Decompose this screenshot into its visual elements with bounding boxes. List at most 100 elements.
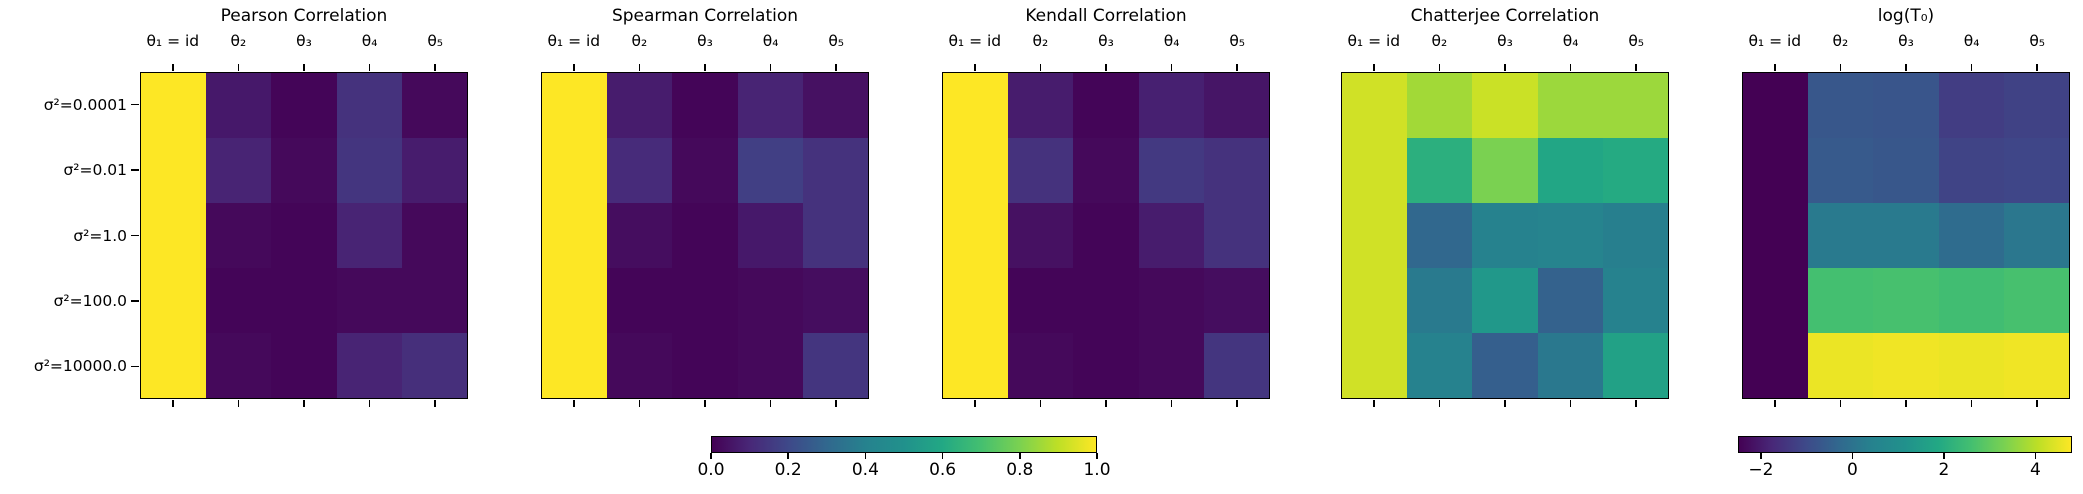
heatmap-cell-r2-c1 <box>206 203 272 268</box>
heatmap-cell-r1-c3 <box>1537 138 1603 203</box>
heatmap-cell-r0-c4 <box>1602 73 1668 138</box>
heatmap-cell-r3-c3 <box>1537 268 1603 333</box>
heatmap-cell-r1-c3 <box>737 138 803 203</box>
heatmap-cell-r3-c1 <box>1808 268 1874 333</box>
heatmap-cell-r0-c3 <box>1138 73 1204 138</box>
heatmap-cell-r1-c1 <box>206 138 272 203</box>
column-label-theta2: θ₂ <box>631 32 648 50</box>
row-label-sigma2-0: σ²=0.0001 <box>43 95 127 114</box>
axis-tick-bottom <box>835 400 837 407</box>
heatmap-cell-r2-c4 <box>802 203 868 268</box>
axis-tick-top <box>1236 64 1238 71</box>
axis-tick-bottom <box>303 400 305 407</box>
colorbar-correlation-tick-label: 0.4 <box>851 460 879 480</box>
heatmap-pearson-correlation <box>140 72 468 399</box>
colorbar-correlation-tick <box>941 453 944 459</box>
axis-tick-bottom <box>638 400 641 407</box>
heatmap-cell-r4-c2 <box>1472 333 1538 398</box>
heatmap-cell-r4-c2 <box>1873 333 1939 398</box>
colorbar-correlation-tick <box>1019 453 1021 459</box>
heatmap-cell-r1-c3 <box>1138 138 1204 203</box>
axis-tick-bottom <box>1236 400 1238 407</box>
heatmap-cell-r1-c4 <box>1602 138 1668 203</box>
colorbar-correlation <box>711 436 1097 453</box>
heatmap-cell-r4-c3 <box>1537 333 1603 398</box>
heatmap-cell-r3-c4 <box>1203 268 1269 333</box>
column-label-theta3: θ₃ <box>697 32 713 50</box>
colorbar-correlation-tick <box>710 453 712 459</box>
heatmap-cell-r3-c0 <box>141 268 207 333</box>
heatmap-cell-r2-c3 <box>737 203 803 268</box>
heatmap-cell-r0-c3 <box>336 73 402 138</box>
heatmap-cell-r2-c0 <box>943 203 1009 268</box>
column-label-theta1: θ₁ = id <box>948 32 1002 50</box>
column-label-theta2: θ₂ <box>1032 32 1049 50</box>
axis-tick-bottom <box>1170 400 1173 407</box>
heatmap-cell-r0-c4 <box>1203 73 1269 138</box>
heatmap-cell-r1-c2 <box>1472 138 1538 203</box>
column-label-theta2: θ₂ <box>230 32 247 50</box>
heatmap-cell-r0-c1 <box>1808 73 1874 138</box>
heatmap-cell-r3-c1 <box>1407 268 1473 333</box>
column-label-theta2: θ₂ <box>1832 32 1849 50</box>
heatmap-cell-r1-c1 <box>1008 138 1074 203</box>
column-label-theta2: θ₂ <box>1431 32 1448 50</box>
heatmap-cell-r3-c2 <box>1472 268 1538 333</box>
column-label-theta3: θ₃ <box>1098 32 1114 50</box>
heatmap-cell-r3-c2 <box>271 268 337 333</box>
colorbar-log-t0-tick <box>1943 453 1945 459</box>
heatmap-cell-r0-c0 <box>542 73 608 138</box>
heatmap-cell-r4-c4 <box>1203 333 1269 398</box>
column-label-theta5: θ₅ <box>828 32 845 50</box>
column-label-theta3: θ₃ <box>1898 32 1914 50</box>
axis-tick-bottom <box>1635 400 1637 407</box>
heatmap-cell-r1-c4 <box>802 138 868 203</box>
heatmap-cell-r4-c1 <box>1808 333 1874 398</box>
column-label-theta3: θ₃ <box>1497 32 1513 50</box>
heatmap-cell-r3-c0 <box>542 268 608 333</box>
column-label-theta5: θ₅ <box>427 32 444 50</box>
column-label-theta3: θ₃ <box>296 32 312 50</box>
heatmap-cell-r1-c0 <box>542 138 608 203</box>
heatmap-cell-r1-c0 <box>1342 138 1408 203</box>
heatmap-cell-r4-c0 <box>1342 333 1408 398</box>
heatmap-cell-r0-c1 <box>607 73 673 138</box>
heatmap-cell-r2-c4 <box>1203 203 1269 268</box>
heatmap-cell-r0-c4 <box>2003 73 2069 138</box>
heatmap-cell-r4-c4 <box>802 333 868 398</box>
heatmap-cell-r4-c4 <box>401 333 467 398</box>
axis-tick-top <box>974 64 976 71</box>
heatmap-cell-r1-c0 <box>943 138 1009 203</box>
heatmap-cell-r0-c2 <box>1873 73 1939 138</box>
axis-tick-top <box>1504 64 1506 71</box>
heatmap-cell-r1-c4 <box>401 138 467 203</box>
column-label-theta1: θ₁ = id <box>1347 32 1401 50</box>
axis-tick-top <box>1039 64 1042 71</box>
heatmap-cell-r4-c1 <box>1008 333 1074 398</box>
column-label-theta4: θ₄ <box>361 32 378 50</box>
heatmap-cell-r3-c3 <box>1138 268 1204 333</box>
heatmap-cell-r0-c2 <box>271 73 337 138</box>
axis-tick-top <box>1905 64 1907 71</box>
heatmap-cell-r1-c1 <box>1407 138 1473 203</box>
axis-tick-bottom <box>434 400 436 407</box>
axis-tick-left <box>131 300 139 302</box>
column-label-theta5: θ₅ <box>2029 32 2046 50</box>
colorbar-log-t0-tick-label: 0 <box>1846 460 1858 480</box>
heatmap-kendall-correlation <box>942 72 1270 399</box>
heatmap-cell-r0-c2 <box>1472 73 1538 138</box>
axis-tick-bottom <box>704 400 706 407</box>
axis-tick-bottom <box>237 400 240 407</box>
heatmap-cell-r4-c1 <box>206 333 272 398</box>
heatmap-cell-r2-c4 <box>401 203 467 268</box>
axis-tick-top <box>303 64 305 71</box>
axis-tick-bottom <box>769 400 772 407</box>
heatmap-cell-r0-c1 <box>206 73 272 138</box>
axis-tick-bottom <box>172 400 174 407</box>
axis-tick-top <box>1373 64 1375 71</box>
colorbar-log-t0-tick <box>1851 453 1854 459</box>
axis-tick-bottom <box>1839 400 1842 407</box>
heatmap-cell-r1-c2 <box>1073 138 1139 203</box>
heatmap-cell-r4-c1 <box>607 333 673 398</box>
